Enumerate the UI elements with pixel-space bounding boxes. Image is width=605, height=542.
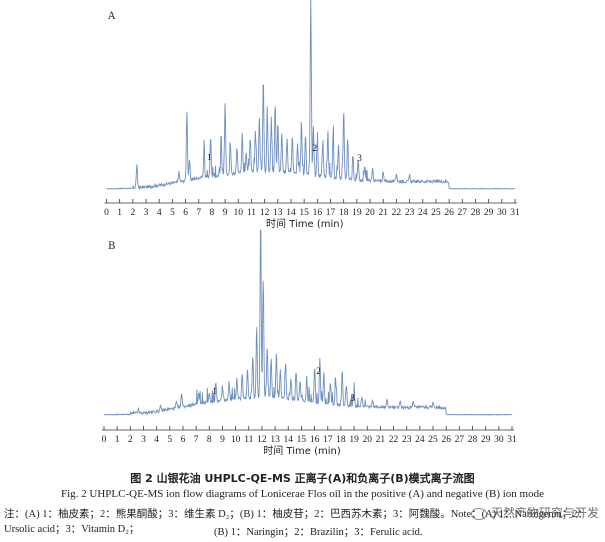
figure-note-line1: 注：(A) 1：柚皮素；2：熊果酮酸；3：维生素 D₂；(B) 1：柚皮苷；2：… xyxy=(4,509,589,535)
peak-label: 2 xyxy=(316,367,321,377)
x-tick-label: 14 xyxy=(286,208,296,218)
x-tick-label: 18 xyxy=(339,208,349,218)
chromatogram-a-svg: A0 1 2 3 4 5 6 7 8 9 10 11 12 13 14 15 16 17 18 19 20 21 22 23 2… xyxy=(104,0,520,230)
x-tick-label: 29 xyxy=(481,435,491,445)
chromatogram-trace xyxy=(103,230,513,416)
figure-note-line2: (B) 1：Naringin；2：Brazilin；3：Ferulic acid… xyxy=(214,527,423,538)
x-tick-label: 6 xyxy=(181,435,186,445)
x-tick-label: 27 xyxy=(458,208,468,218)
x-tick-label: 10 xyxy=(234,208,244,218)
x-tick-label: 31 xyxy=(507,435,517,445)
x-tick-label: 14 xyxy=(284,435,294,445)
x-tick-label: 1 xyxy=(115,435,120,445)
x-tick-label: 2 xyxy=(128,435,133,445)
x-tick-label: 15 xyxy=(297,435,307,445)
x-tick-label: 4 xyxy=(157,208,162,218)
x-tick-label: 7 xyxy=(196,208,201,218)
x-tick-label: 9 xyxy=(220,435,225,445)
x-tick-label: 1 xyxy=(117,208,122,218)
panel-label: A xyxy=(107,11,116,22)
x-tick-label: 12 xyxy=(260,208,270,218)
peak-label: 3 xyxy=(350,394,355,404)
x-tick-label: 24 xyxy=(415,435,425,445)
x-tick-label: 26 xyxy=(441,435,451,445)
x-axis-label: 时间 Time (min) xyxy=(266,217,344,230)
x-tick-label: 0 xyxy=(102,435,107,445)
panel-label: B xyxy=(108,241,115,252)
x-tick-label: 11 xyxy=(244,435,253,445)
x-tick-label: 13 xyxy=(270,435,280,445)
x-tick-label: 20 xyxy=(362,435,372,445)
figure-english-title: Fig. 2 UHPLC-QE-MS ion flow diagrams of … xyxy=(60,488,544,500)
x-tick-label: 30 xyxy=(494,435,504,445)
x-tick-label: 16 xyxy=(310,435,320,445)
x-tick-label: 2 xyxy=(130,208,135,218)
x-tick-label: 26 xyxy=(444,208,454,218)
x-tick-label: 13 xyxy=(273,208,283,218)
x-tick-label: 4 xyxy=(154,435,159,445)
x-tick-label: 16 xyxy=(313,208,323,218)
x-tick-label: 31 xyxy=(510,208,520,218)
x-tick-label: 15 xyxy=(299,208,309,218)
x-tick-label: 7 xyxy=(194,435,199,445)
x-tick-label: 28 xyxy=(468,435,478,445)
x-tick-label: 8 xyxy=(210,208,215,218)
x-tick-label: 3 xyxy=(144,208,149,218)
x-tick-label: 12 xyxy=(257,435,267,445)
x-tick-label: 22 xyxy=(392,208,402,218)
x-tick-label: 17 xyxy=(326,208,336,218)
peak-label: 1 xyxy=(212,387,217,397)
x-tick-label: 24 xyxy=(418,208,428,218)
peak-label: 3 xyxy=(357,154,362,164)
x-tick-label: 21 xyxy=(376,435,386,445)
x-tick-label: 30 xyxy=(497,208,507,218)
peak-label: 2 xyxy=(312,144,317,154)
x-tick-label: 27 xyxy=(455,435,465,445)
x-axis-label: 时间 Time (min) xyxy=(263,444,341,457)
x-tick-label: 28 xyxy=(471,208,481,218)
watermark-text: 天然产物研究与开发 xyxy=(490,506,599,520)
x-tick-label: 25 xyxy=(428,435,438,445)
x-tick-label: 5 xyxy=(167,435,172,445)
wechat-icon xyxy=(470,507,487,520)
x-tick-label: 9 xyxy=(223,208,228,218)
x-tick-label: 0 xyxy=(104,208,109,218)
x-tick-label: 19 xyxy=(349,435,359,445)
x-tick-label: 3 xyxy=(141,435,146,445)
x-tick-label: 11 xyxy=(247,208,256,218)
figure-title: 图 2 山银花油 UHPLC-QE-MS 正离子(A)和负离子(B)模式离子流图 xyxy=(130,472,475,485)
x-tick-label: 29 xyxy=(484,208,494,218)
x-tick-label: 20 xyxy=(365,208,375,218)
x-tick-label: 8 xyxy=(207,435,212,445)
chromatogram-b-svg: B0 1 2 3 4 5 6 7 8 9 10 11 12 13 14 15 16 17 18 19 20 21 22 23 2… xyxy=(102,230,517,457)
x-tick-label: 17 xyxy=(323,435,333,445)
x-tick-label: 25 xyxy=(431,208,441,218)
x-tick-label: 22 xyxy=(389,435,399,445)
x-tick-label: 23 xyxy=(405,208,415,218)
peak-label: 1 xyxy=(207,153,212,163)
x-tick-label: 10 xyxy=(231,435,241,445)
chromatogram-panel-a: A 0 1 2 3 4 5 6 7 8 9 10 11 12 13 14 15 16 17 18 19 20 21 22 23 2… xyxy=(0,0,605,232)
x-tick-label: 21 xyxy=(378,208,388,218)
watermark: 天然产物研究与开发 xyxy=(470,504,599,521)
chromatogram-panel-b: B 0 1 2 3 4 5 6 7 8 9 10 11 12 13 14 15 16 17 18 19 20 21 22 23 2… xyxy=(0,230,605,462)
x-tick-label: 19 xyxy=(352,208,362,218)
x-tick-label: 23 xyxy=(402,435,412,445)
chromatogram-trace xyxy=(106,0,516,191)
x-tick-label: 5 xyxy=(170,208,175,218)
x-tick-label: 18 xyxy=(336,435,346,445)
x-tick-label: 6 xyxy=(183,208,188,218)
